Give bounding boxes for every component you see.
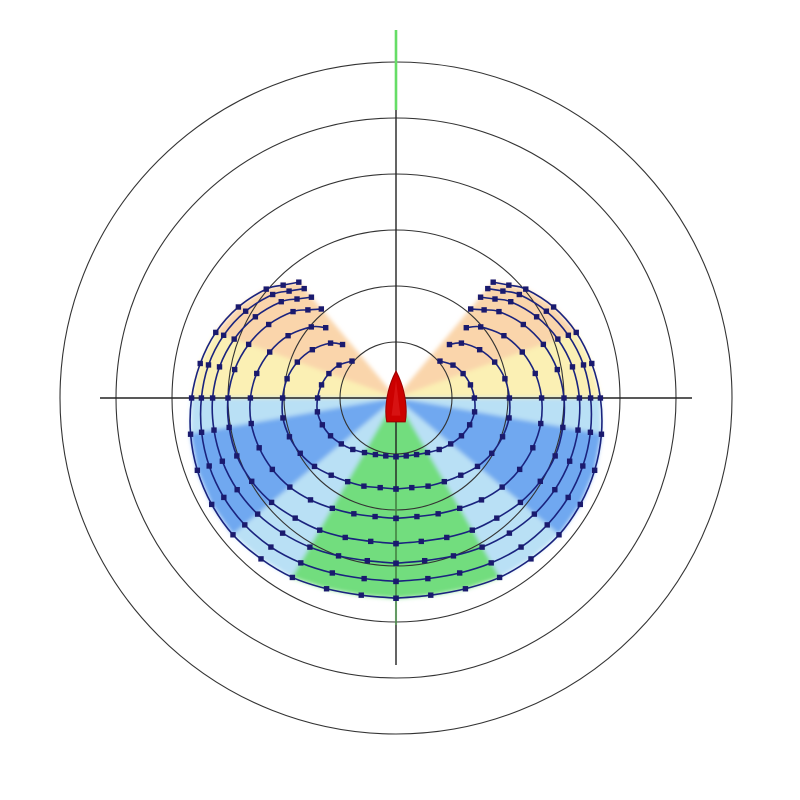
color-band-layer bbox=[190, 281, 602, 599]
boat-marker bbox=[385, 369, 407, 423]
polar-marker-layer bbox=[187, 279, 605, 601]
polar-curve-layer bbox=[189, 281, 603, 599]
polar-axes-layer bbox=[100, 30, 692, 665]
